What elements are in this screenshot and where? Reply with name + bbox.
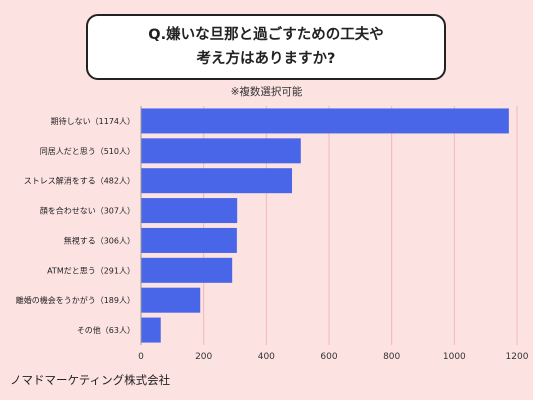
category-label: 期待しない（1174人） xyxy=(51,116,135,126)
x-tick-label: 200 xyxy=(195,352,212,362)
category-label: 離婚の機会をうかがう（189人） xyxy=(16,295,135,305)
category-label: 同居人だと思う（510人） xyxy=(40,147,135,156)
chart-subtitle: ※複数選択可能 xyxy=(230,86,303,98)
category-label: 無視する（306人） xyxy=(64,235,135,245)
x-tick-label: 400 xyxy=(258,352,275,362)
x-tick-label: 1200 xyxy=(506,352,529,362)
x-tick-label: 0 xyxy=(138,352,144,362)
chart-title-line-1: Q.嫌いな旦那と過ごすための工夫や xyxy=(148,27,384,43)
x-tick-label: 800 xyxy=(383,352,400,362)
company-name: ノマドマーケティング株式会社 xyxy=(10,373,171,387)
bar-3 xyxy=(141,198,238,224)
category-label: ATMだと思う（291人） xyxy=(47,266,135,275)
bar-5 xyxy=(141,257,233,283)
bar-7 xyxy=(141,317,161,343)
category-label: その他（63人） xyxy=(77,325,135,335)
title-box: Q.嫌いな旦那と過ごすための工夫や 考え方はありますか? xyxy=(86,14,446,80)
bar-6 xyxy=(141,287,201,313)
chart-title: Q.嫌いな旦那と過ごすための工夫や 考え方はありますか? xyxy=(116,23,416,71)
category-label: ストレス解消をする（482人） xyxy=(24,176,135,186)
bar-4 xyxy=(141,227,237,253)
chart-title-line-2: 考え方はありますか? xyxy=(196,51,336,67)
category-label: 顔を合わせない（307人） xyxy=(40,206,135,216)
x-tick-label: 600 xyxy=(320,352,337,362)
bar-1 xyxy=(141,138,301,164)
bar-0 xyxy=(141,108,509,134)
bar-2 xyxy=(141,168,293,194)
x-tick-label: 1000 xyxy=(443,352,466,362)
